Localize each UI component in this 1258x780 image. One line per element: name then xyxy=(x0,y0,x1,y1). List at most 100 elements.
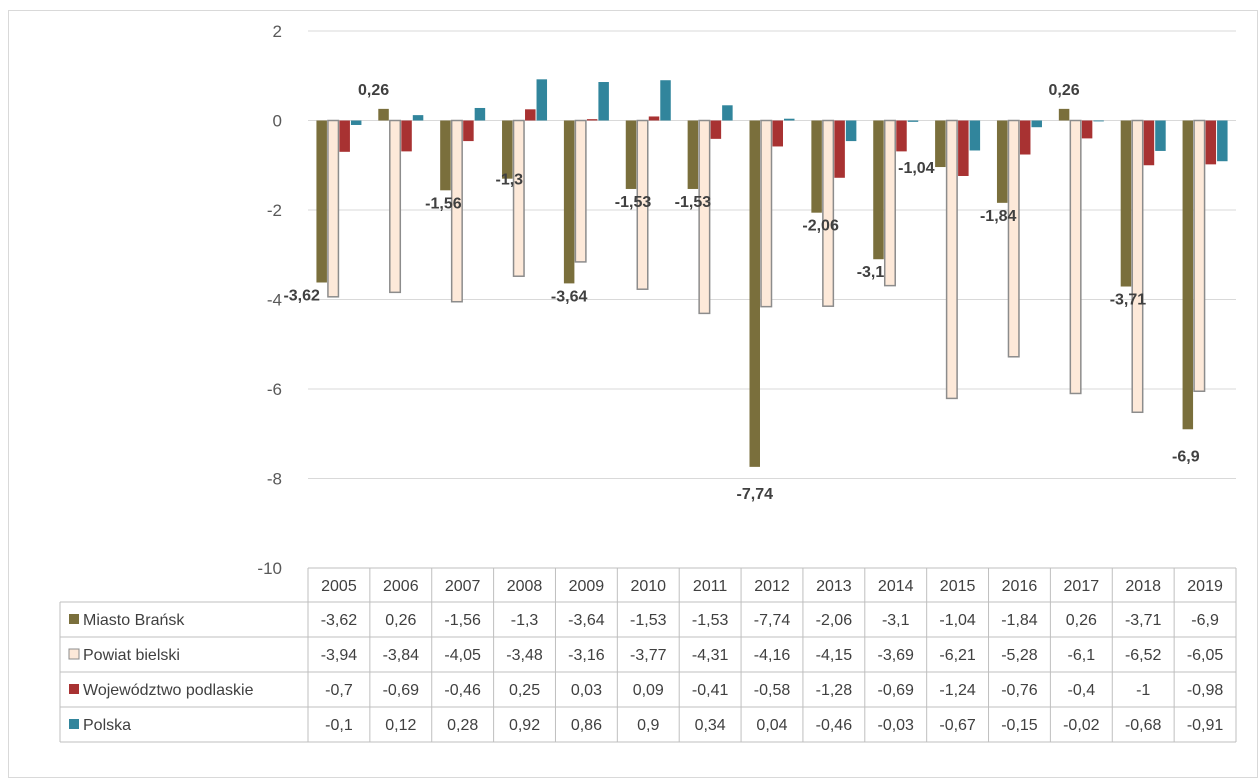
table-cell: -3,1 xyxy=(882,612,910,629)
bar xyxy=(316,120,327,283)
bar xyxy=(401,120,412,152)
table-cell: -0,46 xyxy=(444,682,481,699)
table-cell: -0,1 xyxy=(325,717,353,734)
table-cell: -6,21 xyxy=(939,647,976,664)
bar xyxy=(1143,120,1155,166)
table-cell: -1,24 xyxy=(939,682,976,699)
data-label: -1,56 xyxy=(425,195,462,212)
y-tick-label: -6 xyxy=(267,380,282,399)
x-tick-label: 2007 xyxy=(445,578,481,595)
table-cell: 0,26 xyxy=(1066,612,1097,629)
legend-key xyxy=(68,648,80,660)
table-cell: -0,76 xyxy=(1001,682,1038,699)
table-cell: 0,92 xyxy=(509,717,540,734)
bar xyxy=(660,80,671,121)
bar xyxy=(784,118,795,121)
bar xyxy=(574,119,587,263)
data-label: -1,3 xyxy=(495,172,523,189)
table-cell: 0,34 xyxy=(695,717,726,734)
x-tick-label: 2015 xyxy=(940,578,976,595)
bar xyxy=(512,119,525,277)
table-cell: -3,84 xyxy=(383,647,420,664)
bar xyxy=(935,120,946,168)
bar xyxy=(586,119,598,121)
data-label: -6,9 xyxy=(1172,448,1200,465)
bar xyxy=(1155,120,1166,151)
bar xyxy=(1182,120,1194,430)
bar xyxy=(563,120,575,284)
bar xyxy=(749,120,760,467)
data-label: 0,26 xyxy=(1049,82,1080,99)
table-cell: -0,91 xyxy=(1187,717,1224,734)
table-cell: -1 xyxy=(1136,682,1150,699)
table-cell: -1,28 xyxy=(816,682,853,699)
table-cell: -6,52 xyxy=(1125,647,1162,664)
table-cell: 0,28 xyxy=(447,717,478,734)
bar xyxy=(502,120,513,179)
legend-label: Powiat bielski xyxy=(83,647,180,664)
table-cell: -0,69 xyxy=(877,682,914,699)
bar xyxy=(525,109,536,121)
y-tick-label: -8 xyxy=(267,470,282,489)
x-tick-label: 2014 xyxy=(878,578,914,595)
table-cell: 0,09 xyxy=(633,682,664,699)
table-cell: -0,7 xyxy=(325,682,353,699)
table-cell: -3,48 xyxy=(506,647,543,664)
x-tick-label: 2009 xyxy=(569,578,605,595)
data-label: -2,06 xyxy=(802,218,839,235)
table-cell: -3,77 xyxy=(630,647,667,664)
bar xyxy=(598,82,609,121)
data-label: -3,1 xyxy=(857,264,885,281)
table-cell: 0,04 xyxy=(756,717,787,734)
table-cell: -0,15 xyxy=(1001,717,1038,734)
bar xyxy=(327,119,340,298)
table-cell: -0,41 xyxy=(692,682,729,699)
table-cell: -3,71 xyxy=(1125,612,1162,629)
bar xyxy=(945,119,958,400)
bar xyxy=(536,79,548,121)
table-cell: -1,3 xyxy=(511,612,539,629)
table-cell: -3,64 xyxy=(568,612,605,629)
x-tick-label: 2011 xyxy=(693,578,728,595)
bar xyxy=(1058,108,1070,121)
bar xyxy=(636,119,649,290)
bar xyxy=(440,120,451,191)
bar xyxy=(687,120,699,189)
x-tick-label: 2005 xyxy=(321,578,357,595)
bar xyxy=(1019,120,1031,155)
table-cell: -1,04 xyxy=(939,612,976,629)
table-cell: -0,58 xyxy=(754,682,791,699)
bar xyxy=(339,120,350,152)
x-tick-label: 2018 xyxy=(1125,578,1161,595)
y-tick-label: 2 xyxy=(273,22,282,41)
bar xyxy=(710,120,722,139)
bar xyxy=(463,120,474,142)
x-tick-label: 2012 xyxy=(754,578,790,595)
table-cell: 0,9 xyxy=(637,717,659,734)
table-cell: -0,03 xyxy=(877,717,914,734)
bar xyxy=(1007,119,1020,358)
table-cell: -6,9 xyxy=(1191,612,1219,629)
table-cell: -0,67 xyxy=(939,717,976,734)
table-cell: -4,15 xyxy=(816,647,853,664)
data-label: 0,26 xyxy=(358,82,389,99)
x-tick-label: 2013 xyxy=(816,578,852,595)
x-tick-label: 2010 xyxy=(630,578,666,595)
table-cell: 0,26 xyxy=(385,612,416,629)
data-label: -3,71 xyxy=(1110,292,1147,309)
legend-label: Miasto Brańsk xyxy=(83,612,185,629)
bar xyxy=(896,120,907,152)
bar xyxy=(378,108,389,121)
bar xyxy=(1120,120,1132,287)
x-tick-label: 2006 xyxy=(383,578,419,595)
data-label: -3,62 xyxy=(283,287,320,304)
table-cell: -1,56 xyxy=(444,612,481,629)
table-cell: -1,53 xyxy=(692,612,729,629)
bar xyxy=(1205,120,1217,165)
x-tick-label: 2019 xyxy=(1187,578,1223,595)
bar xyxy=(1031,120,1042,128)
data-label: -1,04 xyxy=(898,160,935,177)
bar xyxy=(1069,119,1082,395)
bar xyxy=(450,119,463,303)
data-label: -1,53 xyxy=(675,194,712,211)
